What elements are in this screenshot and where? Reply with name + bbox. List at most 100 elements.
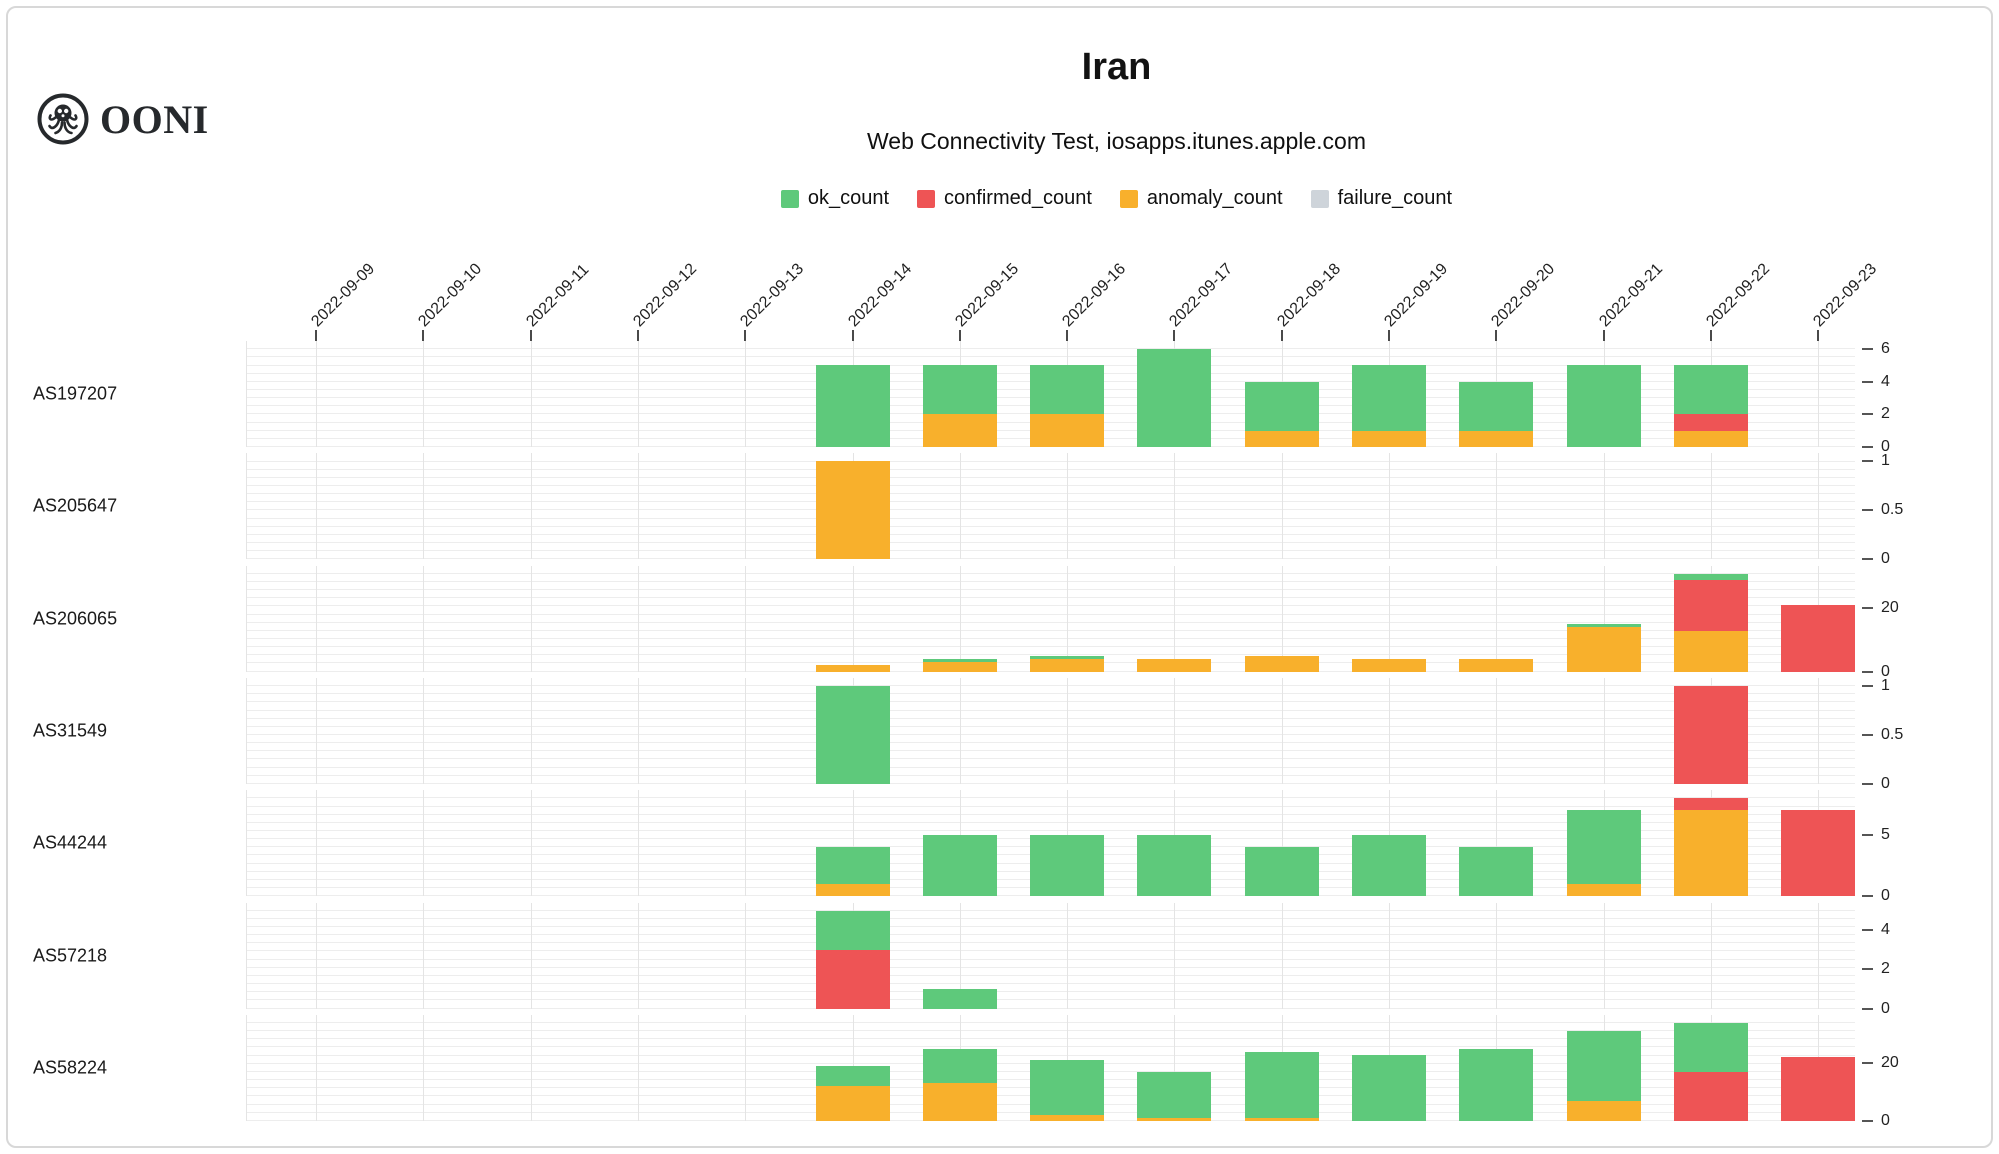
anomaly_count-bar-segment[interactable] bbox=[1244, 655, 1319, 672]
ok_count-bar-segment[interactable] bbox=[1244, 847, 1319, 897]
bar-AS44244-2022-09-16[interactable] bbox=[1030, 834, 1105, 897]
ok_count-bar-segment[interactable] bbox=[922, 988, 997, 1009]
bar-AS197207-2022-09-15[interactable] bbox=[922, 365, 997, 447]
bar-AS58224-2022-09-14[interactable] bbox=[815, 1066, 890, 1121]
ok_count-bar-segment[interactable] bbox=[1459, 1048, 1534, 1121]
bar-AS44244-2022-09-17[interactable] bbox=[1137, 834, 1212, 897]
anomaly_count-bar-segment[interactable] bbox=[922, 662, 997, 672]
ok_count-bar-segment[interactable] bbox=[1137, 1071, 1212, 1118]
ok_count-bar-segment[interactable] bbox=[1352, 1054, 1426, 1121]
anomaly_count-bar-segment[interactable] bbox=[1673, 810, 1748, 897]
ok_count-bar-segment[interactable] bbox=[1030, 655, 1105, 659]
anomaly_count-bar-segment[interactable] bbox=[1030, 659, 1105, 672]
bar-AS197207-2022-09-16[interactable] bbox=[1030, 365, 1105, 447]
anomaly_count-bar-segment[interactable] bbox=[1030, 414, 1105, 447]
ok_count-bar-segment[interactable] bbox=[1459, 847, 1534, 897]
anomaly_count-bar-segment[interactable] bbox=[1137, 659, 1212, 672]
bar-AS206065-2022-09-14[interactable] bbox=[815, 665, 890, 672]
bar-AS197207-2022-09-20[interactable] bbox=[1459, 381, 1534, 447]
ok_count-bar-segment[interactable] bbox=[922, 658, 997, 663]
ok_count-bar-segment[interactable] bbox=[815, 1066, 890, 1087]
bar-AS58224-2022-09-18[interactable] bbox=[1244, 1051, 1319, 1121]
bar-AS44244-2022-09-19[interactable] bbox=[1352, 834, 1426, 897]
bar-AS58224-2022-09-19[interactable] bbox=[1352, 1054, 1426, 1121]
anomaly_count-bar-segment[interactable] bbox=[1244, 430, 1319, 447]
ok_count-bar-segment[interactable] bbox=[815, 365, 890, 447]
bar-AS58224-2022-09-16[interactable] bbox=[1030, 1060, 1105, 1121]
confirmed_count-bar-segment[interactable] bbox=[1673, 1071, 1748, 1121]
confirmed_count-bar-segment[interactable] bbox=[1673, 579, 1748, 631]
bar-AS58224-2022-09-15[interactable] bbox=[922, 1048, 997, 1121]
ok_count-bar-segment[interactable] bbox=[1566, 1031, 1641, 1101]
anomaly_count-bar-segment[interactable] bbox=[1459, 659, 1534, 672]
bar-AS206065-2022-09-20[interactable] bbox=[1459, 659, 1534, 672]
anomaly_count-bar-segment[interactable] bbox=[922, 414, 997, 447]
anomaly_count-bar-segment[interactable] bbox=[1030, 1115, 1105, 1121]
ok_count-bar-segment[interactable] bbox=[1137, 834, 1212, 897]
ok_count-bar-segment[interactable] bbox=[1566, 810, 1641, 884]
bar-AS44244-2022-09-18[interactable] bbox=[1244, 847, 1319, 897]
bar-AS197207-2022-09-22[interactable] bbox=[1673, 365, 1748, 447]
anomaly_count-bar-segment[interactable] bbox=[1244, 1117, 1319, 1121]
ok_count-bar-segment[interactable] bbox=[815, 685, 890, 784]
bar-AS206065-2022-09-16[interactable] bbox=[1030, 655, 1105, 672]
bar-AS44244-2022-09-15[interactable] bbox=[922, 834, 997, 897]
confirmed_count-bar-segment[interactable] bbox=[815, 949, 890, 1009]
bar-AS206065-2022-09-23[interactable] bbox=[1781, 605, 1856, 672]
bar-AS44244-2022-09-20[interactable] bbox=[1459, 847, 1534, 897]
anomaly_count-bar-segment[interactable] bbox=[1673, 430, 1748, 447]
confirmed_count-bar-segment[interactable] bbox=[1673, 798, 1748, 811]
bar-AS58224-2022-09-21[interactable] bbox=[1566, 1031, 1641, 1121]
ok_count-bar-segment[interactable] bbox=[1673, 1022, 1748, 1072]
anomaly_count-bar-segment[interactable] bbox=[1352, 430, 1426, 447]
bar-AS58224-2022-09-22[interactable] bbox=[1673, 1022, 1748, 1121]
bar-AS58224-2022-09-20[interactable] bbox=[1459, 1048, 1534, 1121]
confirmed_count-bar-segment[interactable] bbox=[1781, 1057, 1856, 1121]
confirmed_count-bar-segment[interactable] bbox=[1781, 810, 1856, 897]
ok_count-bar-segment[interactable] bbox=[1137, 349, 1212, 447]
bar-AS197207-2022-09-14[interactable] bbox=[815, 365, 890, 447]
bar-AS197207-2022-09-17[interactable] bbox=[1137, 349, 1212, 447]
ok_count-bar-segment[interactable] bbox=[1566, 365, 1641, 447]
anomaly_count-bar-segment[interactable] bbox=[815, 665, 890, 672]
ok_count-bar-segment[interactable] bbox=[1352, 365, 1426, 431]
ok_count-bar-segment[interactable] bbox=[922, 834, 997, 897]
bar-AS57218-2022-09-15[interactable] bbox=[922, 988, 997, 1009]
bar-AS44244-2022-09-14[interactable] bbox=[815, 847, 890, 897]
bar-AS31549-2022-09-22[interactable] bbox=[1673, 685, 1748, 784]
ok_count-bar-segment[interactable] bbox=[1673, 365, 1748, 415]
bar-AS206065-2022-09-18[interactable] bbox=[1244, 655, 1319, 672]
anomaly_count-bar-segment[interactable] bbox=[1566, 1100, 1641, 1121]
anomaly_count-bar-segment[interactable] bbox=[1352, 659, 1426, 672]
bar-AS206065-2022-09-19[interactable] bbox=[1352, 659, 1426, 672]
bar-AS44244-2022-09-21[interactable] bbox=[1566, 810, 1641, 897]
anomaly_count-bar-segment[interactable] bbox=[815, 883, 890, 897]
ok_count-bar-segment[interactable] bbox=[1673, 573, 1748, 580]
anomaly_count-bar-segment[interactable] bbox=[1566, 883, 1641, 897]
bar-AS206065-2022-09-22[interactable] bbox=[1673, 573, 1748, 672]
bar-AS58224-2022-09-17[interactable] bbox=[1137, 1071, 1212, 1121]
ok_count-bar-segment[interactable] bbox=[922, 365, 997, 415]
confirmed_count-bar-segment[interactable] bbox=[1673, 414, 1748, 431]
bar-AS197207-2022-09-21[interactable] bbox=[1566, 365, 1641, 447]
anomaly_count-bar-segment[interactable] bbox=[815, 461, 890, 560]
ok_count-bar-segment[interactable] bbox=[1352, 834, 1426, 897]
ok_count-bar-segment[interactable] bbox=[1459, 381, 1534, 431]
bar-AS57218-2022-09-14[interactable] bbox=[815, 910, 890, 1009]
anomaly_count-bar-segment[interactable] bbox=[1459, 430, 1534, 447]
bar-AS58224-2022-09-23[interactable] bbox=[1781, 1057, 1856, 1121]
ok_count-bar-segment[interactable] bbox=[815, 847, 890, 884]
ok_count-bar-segment[interactable] bbox=[922, 1048, 997, 1084]
anomaly_count-bar-segment[interactable] bbox=[1673, 630, 1748, 672]
bar-AS206065-2022-09-17[interactable] bbox=[1137, 659, 1212, 672]
confirmed_count-bar-segment[interactable] bbox=[1673, 685, 1748, 784]
bar-AS197207-2022-09-18[interactable] bbox=[1244, 381, 1319, 447]
bar-AS197207-2022-09-19[interactable] bbox=[1352, 365, 1426, 447]
anomaly_count-bar-segment[interactable] bbox=[1137, 1117, 1212, 1121]
bar-AS206065-2022-09-21[interactable] bbox=[1566, 624, 1641, 672]
bar-AS205647-2022-09-14[interactable] bbox=[815, 461, 890, 560]
confirmed_count-bar-segment[interactable] bbox=[1781, 605, 1856, 672]
bar-AS31549-2022-09-14[interactable] bbox=[815, 685, 890, 784]
anomaly_count-bar-segment[interactable] bbox=[922, 1083, 997, 1121]
ok_count-bar-segment[interactable] bbox=[1030, 834, 1105, 897]
